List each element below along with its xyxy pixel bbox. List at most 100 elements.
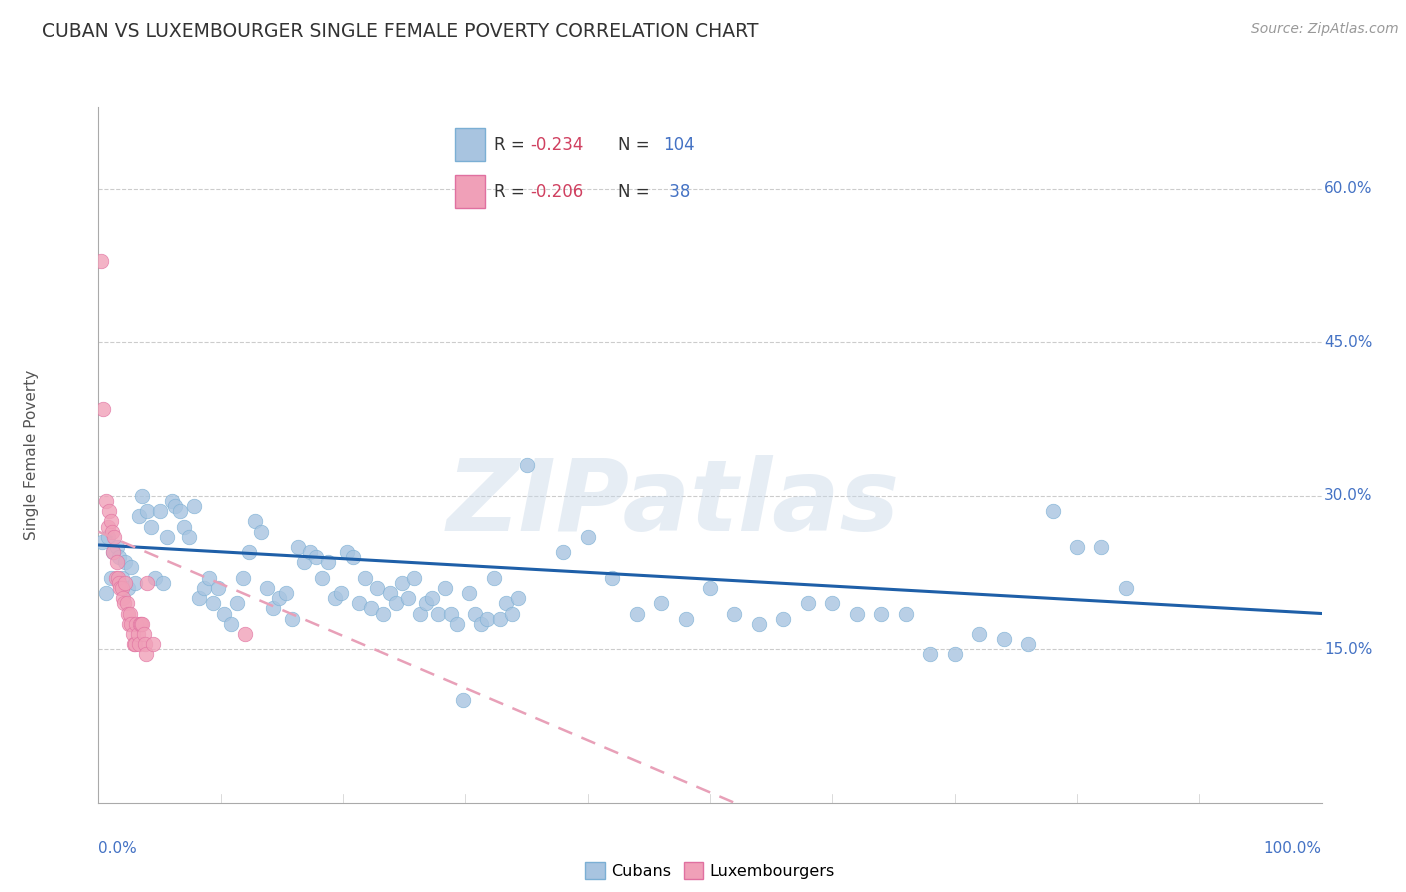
- Point: [262, 601, 284, 615]
- Point: [250, 524, 273, 539]
- Point: [433, 581, 456, 595]
- Point: [482, 571, 505, 585]
- Point: [797, 596, 820, 610]
- Point: [91, 401, 114, 416]
- Point: [136, 575, 159, 590]
- Point: [160, 494, 183, 508]
- Point: [202, 596, 225, 610]
- Point: [129, 616, 152, 631]
- Point: [748, 616, 770, 631]
- Point: [422, 591, 444, 606]
- Point: [373, 607, 395, 621]
- Point: [156, 530, 179, 544]
- Point: [225, 596, 247, 610]
- Point: [238, 545, 260, 559]
- Point: [287, 540, 309, 554]
- Point: [366, 581, 388, 595]
- Text: R =: R =: [495, 136, 530, 153]
- Point: [427, 607, 450, 621]
- Point: [100, 515, 122, 529]
- Text: N =: N =: [619, 136, 655, 153]
- Point: [311, 571, 333, 585]
- Point: [124, 637, 146, 651]
- Point: [117, 607, 139, 621]
- Point: [1042, 504, 1064, 518]
- Point: [1066, 540, 1088, 554]
- Point: [111, 591, 134, 606]
- Text: 30.0%: 30.0%: [1324, 488, 1372, 503]
- Point: [132, 627, 155, 641]
- Point: [131, 616, 153, 631]
- Point: [360, 601, 382, 615]
- Point: [125, 616, 148, 631]
- Point: [107, 571, 129, 585]
- Point: [165, 499, 187, 513]
- Point: [943, 648, 966, 662]
- Text: CUBAN VS LUXEMBOURGER SINGLE FEMALE POVERTY CORRELATION CHART: CUBAN VS LUXEMBOURGER SINGLE FEMALE POVE…: [42, 22, 759, 41]
- Point: [197, 571, 219, 585]
- Point: [772, 612, 794, 626]
- Point: [97, 519, 120, 533]
- Point: [318, 555, 340, 569]
- Point: [94, 494, 117, 508]
- Text: Single Female Poverty: Single Female Poverty: [24, 370, 38, 540]
- Point: [110, 581, 132, 595]
- Point: [415, 596, 437, 610]
- Point: [329, 586, 352, 600]
- Point: [967, 627, 990, 641]
- Point: [396, 591, 419, 606]
- Point: [280, 612, 302, 626]
- Point: [232, 571, 254, 585]
- Point: [101, 545, 124, 559]
- Point: [675, 612, 697, 626]
- Point: [219, 616, 242, 631]
- Point: [576, 530, 599, 544]
- Point: [101, 545, 124, 559]
- Point: [117, 581, 139, 595]
- Point: [122, 637, 145, 651]
- Point: [501, 607, 523, 621]
- Point: [650, 596, 672, 610]
- Point: [440, 607, 463, 621]
- Point: [870, 607, 893, 621]
- Point: [626, 607, 648, 621]
- Point: [187, 591, 209, 606]
- Point: [470, 616, 492, 631]
- Point: [143, 571, 166, 585]
- Text: R =: R =: [495, 183, 530, 201]
- Point: [699, 581, 721, 595]
- FancyBboxPatch shape: [456, 176, 485, 208]
- Text: 38: 38: [664, 183, 690, 201]
- Point: [446, 616, 468, 631]
- Point: [464, 607, 486, 621]
- Text: 15.0%: 15.0%: [1324, 642, 1372, 657]
- Point: [120, 607, 142, 621]
- Text: N =: N =: [619, 183, 655, 201]
- Point: [193, 581, 215, 595]
- Point: [1017, 637, 1039, 651]
- Point: [347, 596, 370, 610]
- Point: [127, 627, 149, 641]
- Point: [98, 504, 121, 518]
- Point: [124, 575, 146, 590]
- Point: [134, 637, 156, 651]
- Point: [94, 586, 117, 600]
- Point: [233, 627, 256, 641]
- Text: 60.0%: 60.0%: [1324, 181, 1372, 196]
- Point: [139, 519, 162, 533]
- Point: [207, 581, 229, 595]
- Point: [1115, 581, 1137, 595]
- Point: [108, 550, 131, 565]
- Text: ZIPatlas: ZIPatlas: [447, 455, 900, 552]
- Point: [121, 627, 143, 641]
- Point: [391, 575, 413, 590]
- Point: [477, 612, 499, 626]
- Point: [129, 616, 152, 631]
- Point: [115, 596, 138, 610]
- Point: [149, 504, 172, 518]
- Point: [336, 545, 359, 559]
- Point: [821, 596, 844, 610]
- Point: [600, 571, 623, 585]
- Point: [269, 591, 291, 606]
- Text: 45.0%: 45.0%: [1324, 334, 1372, 350]
